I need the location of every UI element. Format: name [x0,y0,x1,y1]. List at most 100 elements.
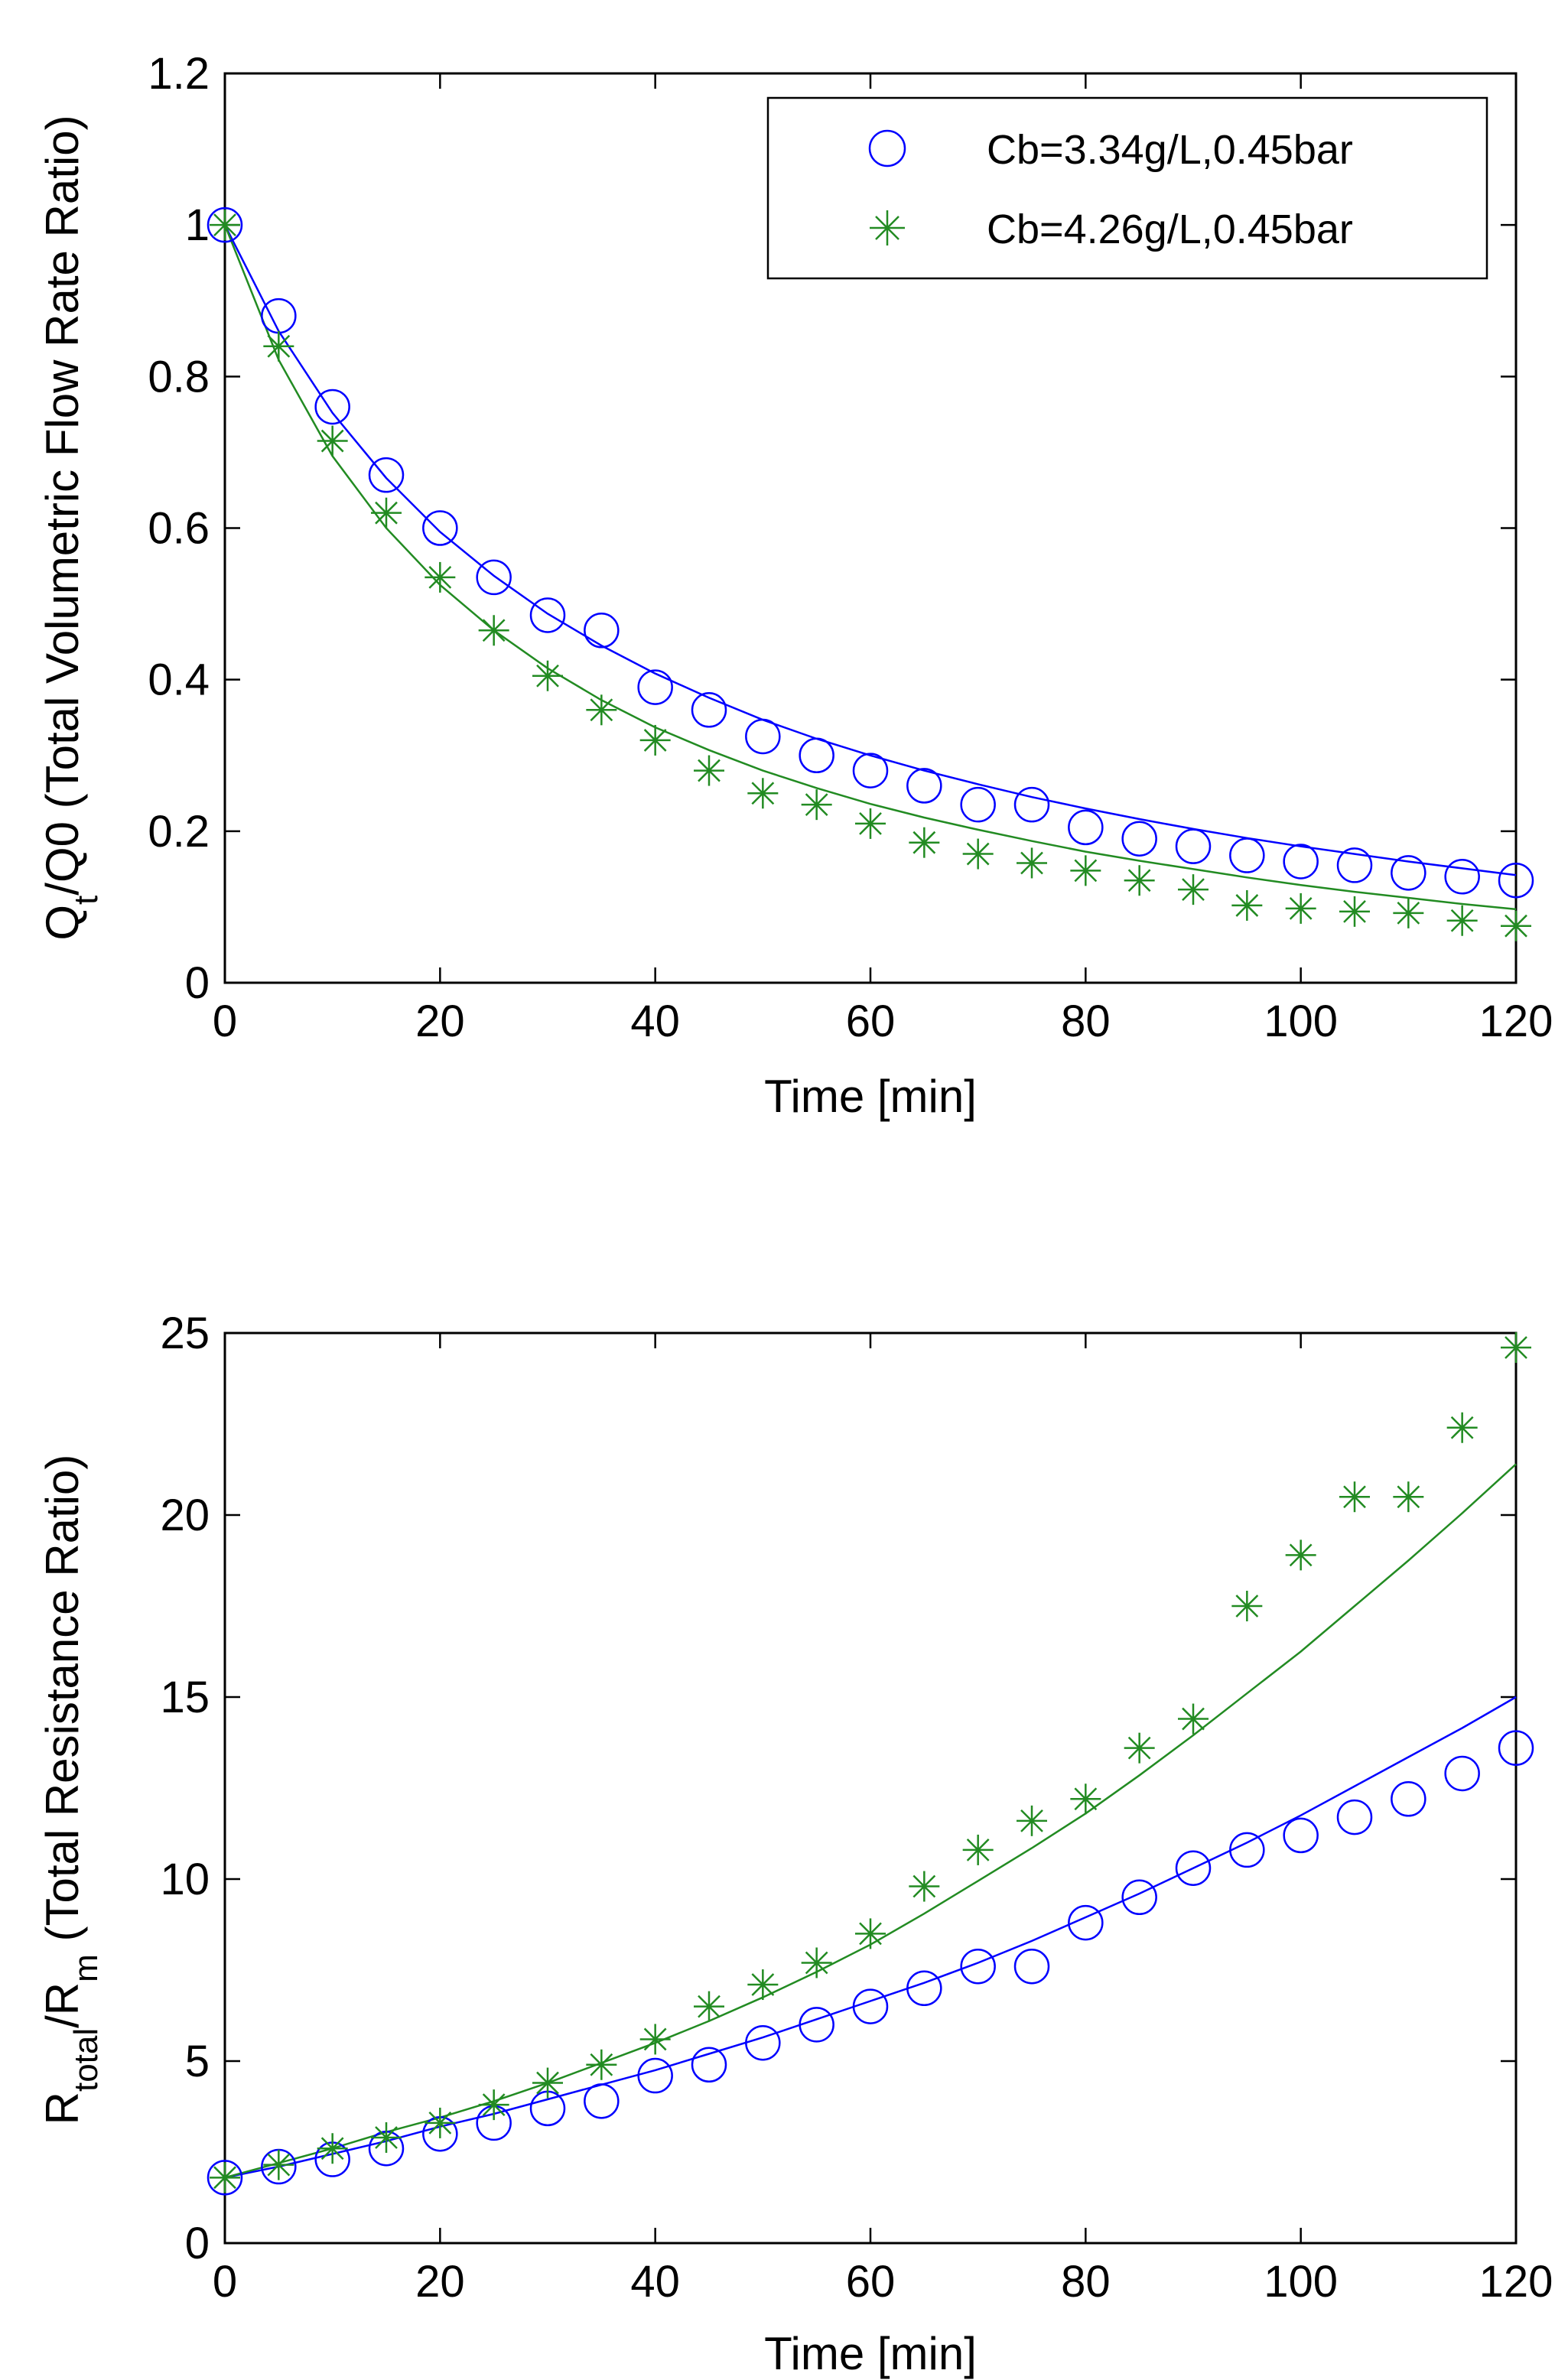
resistance-ratio-chart: 0 20 40 60 80 100 120 0 5 10 15 20 25 Time [min] Rto… [37,1309,1553,2379]
data-point-star [694,1991,724,2022]
y-tick-label: 20 [160,1491,210,1540]
x-tick-label: 120 [1479,997,1553,1046]
data-point-circle [1121,1879,1157,1916]
data-point-circle [1336,847,1373,883]
x-tick-label: 100 [1264,2257,1338,2307]
y-tick-label: 0.6 [148,504,210,554]
data-point-circle [1068,1904,1104,1941]
y-tick-label: 0 [185,958,210,1008]
data-point-star [962,838,994,870]
data-point-star [1124,1732,1155,1764]
data-point-star [1231,1591,1263,1621]
data-point-star [210,210,240,241]
y-axis-label: Rtotal/Rm (Total Resistance Ratio) [37,1455,105,2125]
y-tick-label: 15 [160,1673,210,1722]
data-point-star [1178,874,1209,906]
data-point-circle [637,669,673,705]
plot-area-frame [223,1331,1518,2245]
data-point-star [317,2133,348,2164]
data-point-star [317,425,348,457]
data-point-star [425,2107,456,2138]
data-point-circle [745,718,781,755]
x-tick-label: 40 [630,2257,680,2307]
data-point-circle [1444,859,1480,895]
data-point-star [1285,892,1316,924]
data-point-star [1393,1481,1424,1513]
data-point-circle [529,597,566,633]
data-point-star [532,2067,563,2099]
data-point-star [1393,897,1424,928]
data-point-circle [1175,1850,1212,1886]
x-tick-label: 60 [846,997,896,1046]
data-point-star [855,1918,886,1949]
x-tick-label: 60 [846,2257,896,2307]
data-point-circle [1498,1730,1534,1766]
data-point-circle [314,389,350,425]
data-point-star [909,1871,940,1902]
x-tick-label: 40 [630,997,680,1046]
data-point-circle [637,2057,673,2094]
data-point-circle [1283,1817,1319,1854]
legend-box [766,96,1488,280]
data-point-circle [906,1970,942,2007]
data-point-circle [852,1988,889,2024]
data-point-star [747,1969,779,2001]
data-point-star [371,2122,402,2153]
fit-line-series-1 [223,224,1517,876]
legend-circle-marker [868,129,906,167]
data-point-circle [476,559,512,596]
data-point-circle [1391,1781,1426,1817]
data-point-star [1178,1703,1209,1735]
data-point-star [586,2049,617,2080]
data-point-star [263,2149,294,2180]
data-point-star [586,694,617,726]
x-tick-label: 0 [213,997,237,1046]
data-point-star [1446,1412,1478,1443]
y-axis-label-sub: t [67,896,105,905]
data-point-star [1070,855,1101,886]
data-point-star [425,561,456,593]
data-point-star [263,330,294,362]
y-axis-label-main: R [37,2092,88,2125]
data-point-star [1501,910,1531,941]
data-point-star [1446,905,1478,936]
y-axis-label-mid: /R [37,1982,88,2028]
data-point-star [909,827,940,858]
legend: Cb=3.34g/L,0.45bar Cb=4.26g/L,0.45bar [766,96,1488,280]
data-point-circle [1175,828,1212,864]
data-point-star [747,778,779,809]
data-point-star [801,1947,832,1978]
x-tick-label: 80 [1061,997,1111,1046]
data-point-star [639,2024,671,2055]
y-tick-label: 0.4 [148,655,210,705]
axis-ticks: 0 20 40 60 80 100 120 0 0.2 0.4 0.6 0.8 1 1.2 [148,49,1553,1046]
data-point-star [1231,889,1263,921]
y-tick-label: 25 [160,1309,210,1358]
x-tick-label: 20 [415,2257,465,2307]
x-axis-label: Time [min] [764,2328,977,2379]
data-point-circle [1121,821,1157,857]
data-point-circle [207,2160,243,2196]
y-tick-label: 10 [160,1855,210,1904]
x-tick-label: 120 [1479,2257,1553,2307]
legend-star-marker [870,210,905,245]
data-point-circle [422,510,458,546]
data-point-star [1017,1805,1047,1836]
axis-ticks: 0 20 40 60 80 100 120 0 5 10 15 20 25 [160,1309,1553,2307]
data-point-circle [1229,837,1265,873]
data-point-circle [960,786,996,823]
data-markers [207,1332,1534,2196]
data-point-star [694,755,724,786]
y-axis-label-main: Q [37,905,88,941]
data-point-star [478,615,509,646]
data-point-circle [745,2024,781,2061]
y-tick-label: 1.2 [148,49,210,99]
data-point-star [855,808,886,839]
data-point-star [1285,1540,1316,1571]
data-point-star [1339,1481,1370,1513]
data-point-circle [1068,809,1104,846]
x-tick-label: 80 [1061,2257,1111,2307]
data-point-star [801,789,832,821]
data-point-circle [1013,1948,1050,1985]
y-tick-label: 0 [185,2219,210,2268]
